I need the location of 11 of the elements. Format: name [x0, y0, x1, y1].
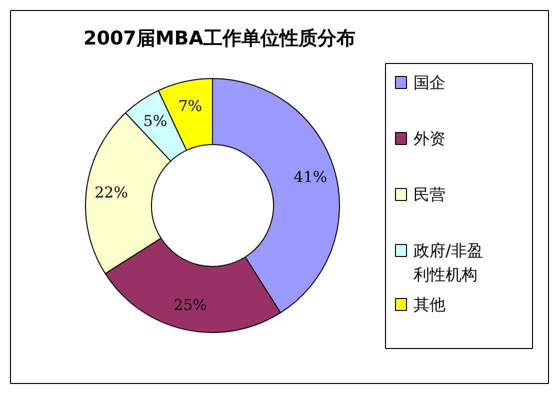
legend-label: 民营: [414, 185, 446, 204]
legend-label: 外资: [414, 129, 446, 148]
chart-title: 2007届MBA工作单位性质分布: [84, 28, 356, 50]
legend-label: 其他: [414, 295, 446, 314]
data-label: 22%: [94, 184, 128, 202]
legend-label: 政府/非盈利性机构: [414, 241, 483, 284]
data-label: 7%: [178, 96, 202, 115]
data-label: 41%: [294, 168, 328, 186]
legend-label: 国企: [414, 73, 446, 92]
data-label: 25%: [174, 296, 207, 314]
data-label: 5%: [143, 112, 168, 130]
